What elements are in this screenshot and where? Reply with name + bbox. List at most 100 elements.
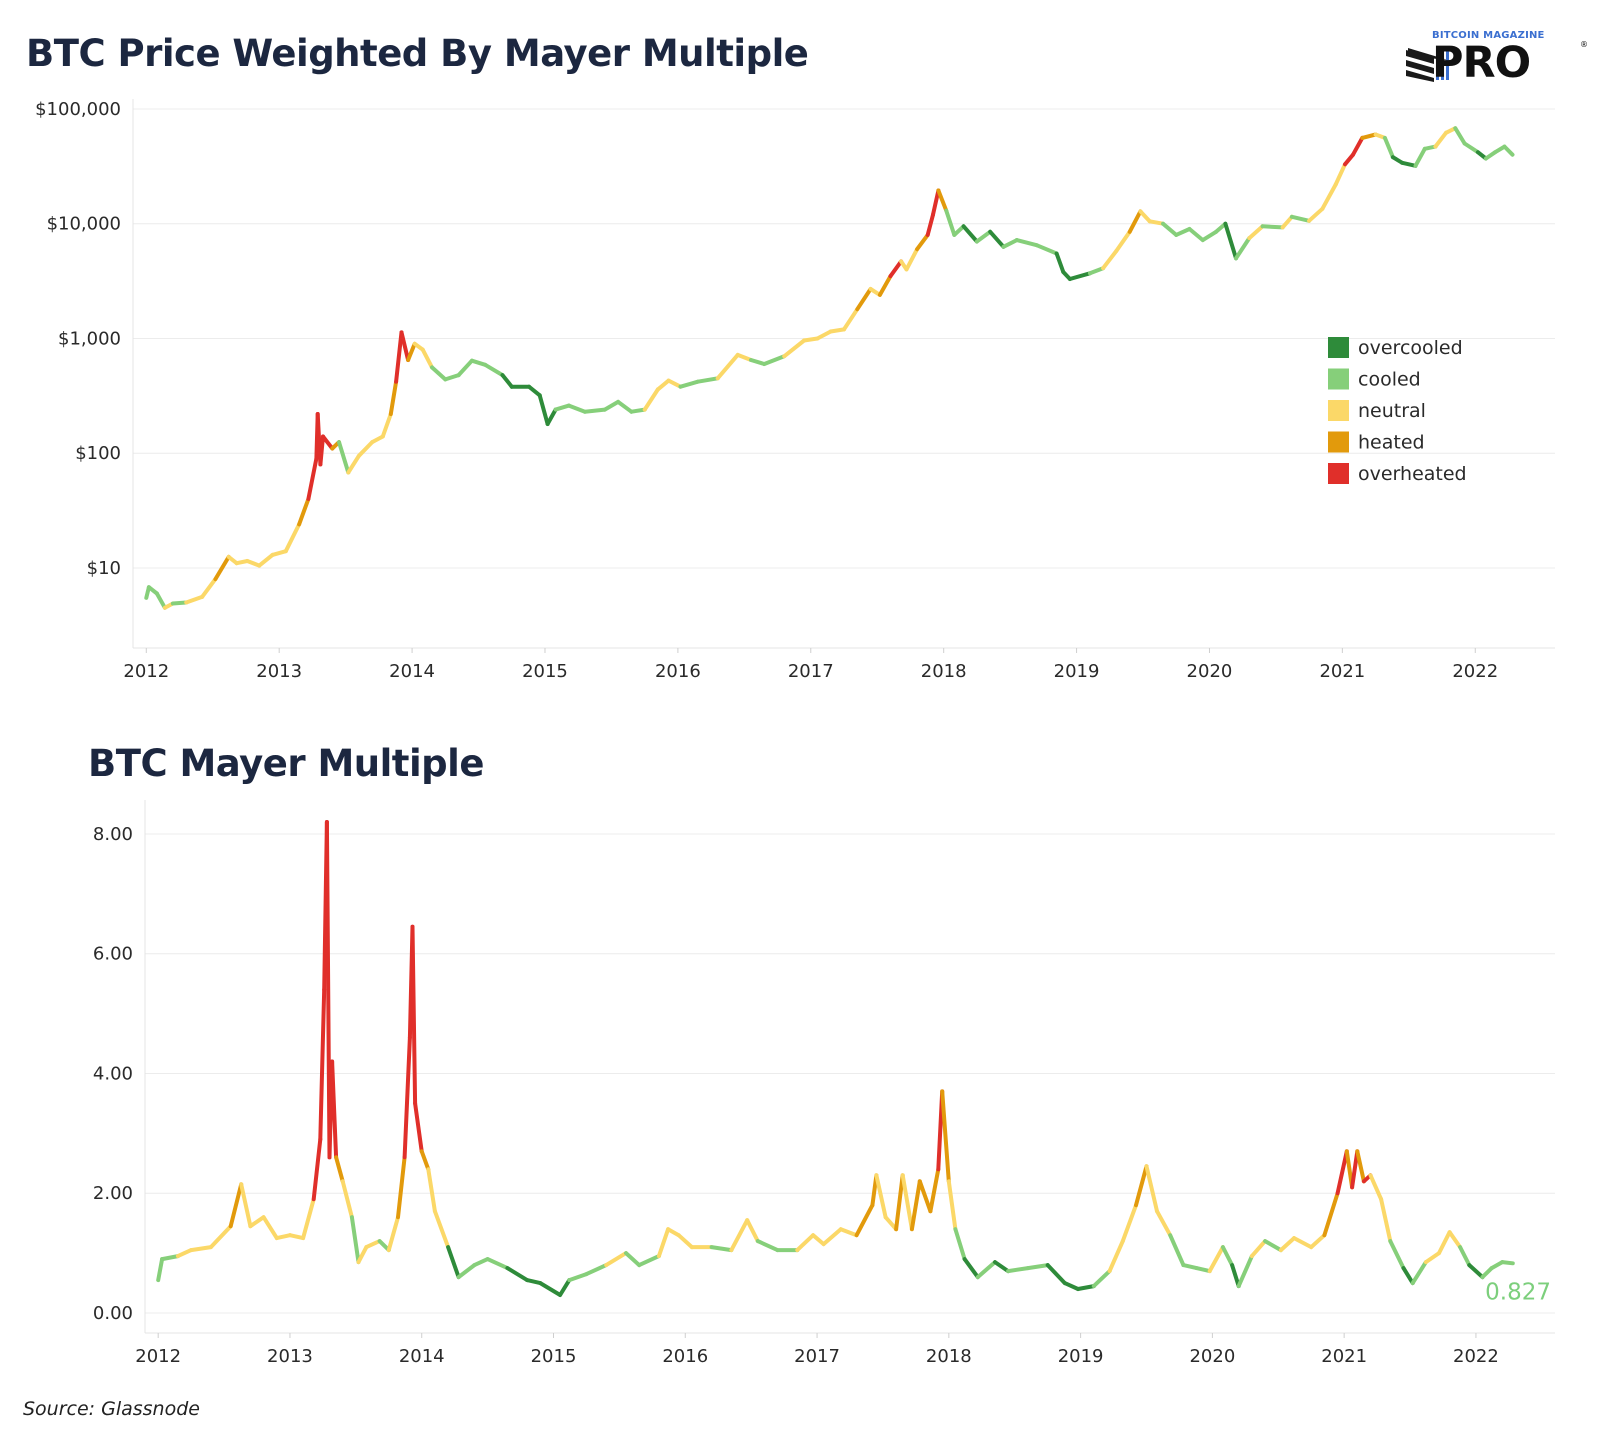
line-segment-neutral <box>1120 1203 1138 1244</box>
line-segment-cooled <box>1194 1266 1212 1274</box>
line-segment-cooled <box>456 358 474 378</box>
line-segment-neutral <box>1114 229 1132 253</box>
line-segment-neutral <box>301 1197 316 1241</box>
line-segment-overheated <box>318 434 325 467</box>
line-segment-neutral <box>874 1173 888 1220</box>
line-segment-neutral <box>815 329 833 341</box>
line-segment-cooled <box>1181 1263 1199 1271</box>
line-segment-cooled <box>1500 1260 1515 1266</box>
line-segment-overcooled <box>1045 1263 1067 1286</box>
line-segment-neutral <box>1368 1173 1384 1202</box>
line-segment-heated <box>334 1155 345 1184</box>
x-tick-label: 2022 <box>1453 1346 1499 1367</box>
series-line <box>156 820 1515 1297</box>
line-segment-heated <box>909 1179 922 1232</box>
line-segment-heated <box>940 1089 951 1184</box>
line-segment-cooled <box>637 1254 661 1268</box>
line-segment-cooled <box>953 1227 967 1262</box>
line-segment-neutral <box>257 552 275 568</box>
line-segment-cooled <box>483 362 505 378</box>
line-segment-overcooled <box>1054 251 1066 274</box>
y-tick-label: $100,000 <box>35 99 121 120</box>
line-segment-overcooled <box>527 384 542 398</box>
x-tick-label: 2016 <box>655 661 701 682</box>
line-segment-cooled <box>553 403 571 412</box>
line-segment-cooled <box>349 1215 361 1265</box>
x-tick-label: 2019 <box>1058 1346 1104 1367</box>
line-segment-neutral <box>1280 214 1294 230</box>
line-segment-cooled <box>1236 1254 1254 1289</box>
line-segment-overcooled <box>558 1278 572 1297</box>
line-segment-cooled <box>1458 1245 1472 1268</box>
line-segment-cooled <box>1263 1239 1283 1253</box>
line-segment-neutral <box>745 1218 760 1244</box>
line-segment-cooled <box>678 379 700 389</box>
bitcoin-magazine-pro-logo: BITCOIN MAGAZINE PRO ® <box>1404 30 1594 90</box>
line-segment-cooled <box>974 229 993 244</box>
x-tick-label: 2016 <box>662 1346 708 1367</box>
line-segment-cooled <box>337 440 351 475</box>
price-chart: $10 $100 $1,000 $10,000 $100,000 2012 2013 2014… <box>35 99 1555 682</box>
line-segment-overheated <box>318 987 327 1142</box>
line-segment-overcooled <box>1062 1281 1080 1291</box>
line-segment-heated <box>1127 209 1143 234</box>
line-segment-cooled <box>584 1263 609 1277</box>
line-segment-cooled <box>1382 135 1395 160</box>
line-segment-cooled <box>749 358 767 366</box>
y-tick-label: $1,000 <box>58 328 121 349</box>
line-segment-neutral <box>364 1239 382 1250</box>
y-tick-label: 2.00 <box>93 1183 133 1204</box>
line-segment-neutral <box>676 1233 694 1250</box>
mayer-multiple-chart: 0.00 2.00 4.00 6.00 8.00 2012 2013 2014 2015 2016… <box>93 800 1555 1367</box>
line-segment-heated <box>1355 1149 1366 1184</box>
x-tick-label: 2021 <box>1319 661 1365 682</box>
x-tick-label: 2015 <box>522 661 568 682</box>
line-segment-neutral <box>380 412 393 439</box>
line-segment-cooled <box>1502 144 1515 157</box>
line-segment-heated <box>419 1149 431 1172</box>
line-segment-cooled <box>624 1251 642 1268</box>
line-segment-neutral <box>1147 219 1165 226</box>
logo-small-text: BITCOIN MAGAZINE <box>1432 30 1545 41</box>
x-tick-label: 2017 <box>788 661 834 682</box>
legend-swatch-overheated <box>1328 463 1349 484</box>
line-segment-overheated <box>321 434 335 451</box>
line-segment-neutral <box>1307 206 1325 223</box>
line-segment-overheated <box>1351 135 1365 157</box>
line-segment-neutral <box>261 1215 279 1241</box>
legend-swatch-cooled <box>1328 368 1349 390</box>
line-segment-neutral <box>946 1179 958 1232</box>
line-segment-cooled <box>1006 1266 1030 1274</box>
line-segment-cooled <box>1161 221 1179 237</box>
x-tick-label: 2017 <box>794 1346 840 1367</box>
line-segment-cooled <box>1014 238 1039 248</box>
legend-label-heated: heated <box>1358 432 1425 454</box>
line-segment-cooled <box>1462 141 1480 155</box>
line-segment-heated <box>854 1203 875 1238</box>
line-segment-cooled <box>430 365 448 382</box>
line-segment-neutral <box>900 1173 914 1232</box>
line-segment-heated <box>877 274 893 297</box>
line-segment-overheated <box>1335 1149 1349 1196</box>
line-segment-cooled <box>1234 236 1252 261</box>
line-segment-neutral <box>1333 162 1347 187</box>
series-line <box>144 126 1515 610</box>
line-segment-cooled <box>1388 1239 1406 1271</box>
line-segment-neutral <box>795 1233 816 1253</box>
logo-stripes-icon <box>1406 46 1449 82</box>
line-segment-overcooled <box>525 1278 543 1286</box>
line-segment-overheated <box>306 456 319 501</box>
line-segment-neutral <box>666 378 683 389</box>
line-segment-cooled <box>616 399 634 414</box>
line-segment-cooled <box>944 208 957 237</box>
line-segment-neutral <box>189 1245 213 1253</box>
line-segment-cooled <box>1413 146 1427 168</box>
line-segment-overcooled <box>993 1260 1011 1274</box>
line-segment-neutral <box>735 352 753 362</box>
line-segment-cooled <box>154 591 167 610</box>
line-segment-cooled <box>629 407 647 414</box>
y-tick-label: 0.00 <box>93 1303 133 1324</box>
y-tick-label: 4.00 <box>93 1063 133 1084</box>
line-segment-cooled <box>1200 229 1219 243</box>
x-tick-label: 2018 <box>926 1346 972 1367</box>
